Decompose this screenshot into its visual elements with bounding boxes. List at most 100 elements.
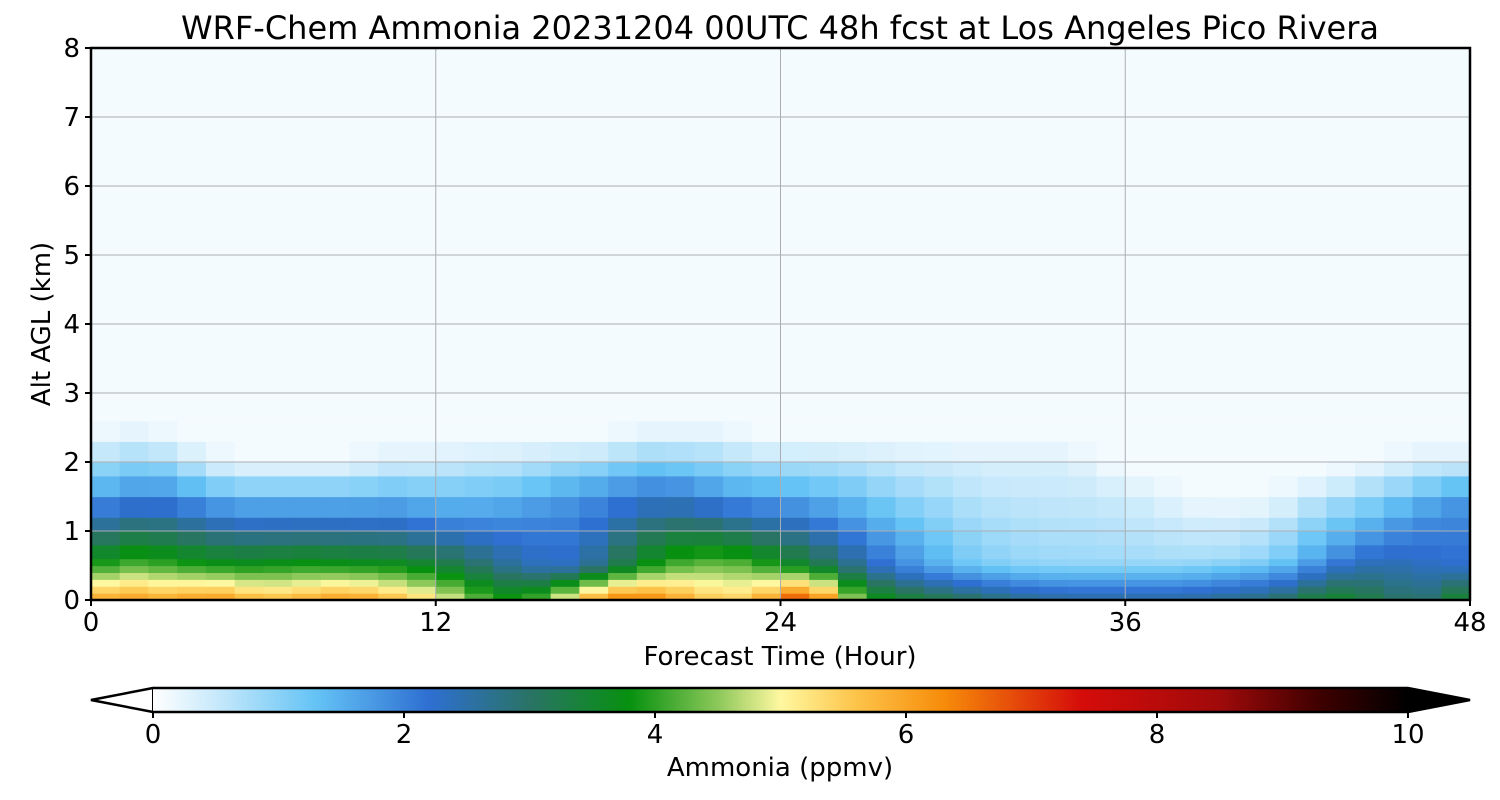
heatmap-cell — [1125, 496, 1155, 518]
heatmap-cell — [205, 572, 236, 580]
heatmap-cell — [895, 475, 925, 498]
heatmap-cell — [837, 558, 868, 567]
heatmap-cell — [837, 420, 868, 442]
heatmap-cell — [809, 462, 839, 477]
heatmap-cell — [837, 48, 868, 118]
heatmap-cell — [924, 565, 954, 573]
heatmap-cell — [1240, 462, 1270, 477]
heatmap-cell — [119, 565, 150, 573]
heatmap-cell — [981, 531, 1011, 546]
heatmap-cell — [1067, 565, 1098, 573]
x-axis-label: Forecast Time (Hour) — [643, 642, 916, 672]
heatmap-cell — [809, 558, 839, 567]
heatmap-cell — [809, 324, 839, 394]
heatmap-cell — [320, 572, 351, 580]
heatmap-cell — [1268, 393, 1299, 422]
heatmap-cell — [1125, 544, 1155, 560]
heatmap-cell — [320, 531, 351, 546]
heatmap-cell — [1039, 255, 1069, 325]
heatmap-cell — [866, 544, 897, 560]
heatmap-cell — [895, 496, 925, 518]
heatmap-cell — [981, 186, 1011, 256]
heatmap-cell — [1326, 475, 1356, 498]
heatmap-cell — [521, 186, 552, 256]
heatmap-cell — [1125, 579, 1155, 587]
heatmap-cell — [665, 565, 695, 573]
heatmap-cell — [1096, 579, 1126, 587]
heatmap-cell — [263, 544, 293, 560]
heatmap-cell — [119, 48, 150, 118]
heatmap-cell — [723, 186, 753, 256]
heatmap-cell — [1355, 462, 1385, 477]
y-tick-label: 7 — [63, 103, 80, 133]
heatmap-cell — [148, 544, 178, 560]
heatmap-cell — [1039, 441, 1069, 463]
heatmap-cell — [1326, 572, 1356, 580]
heatmap-cell — [636, 572, 667, 580]
heatmap-cell — [837, 565, 868, 573]
heatmap-cell — [866, 255, 897, 325]
heatmap-cell — [320, 475, 351, 498]
heatmap-cell — [349, 544, 379, 560]
heatmap-cell — [1297, 186, 1327, 256]
heatmap-cell — [1441, 186, 1471, 256]
heatmap-cell — [1067, 496, 1098, 518]
heatmap-cell — [952, 117, 983, 187]
heatmap-cell — [1441, 531, 1471, 546]
heatmap-cell — [952, 565, 983, 573]
colorbar-tick-label: 6 — [898, 720, 915, 750]
heatmap-cell — [1412, 517, 1442, 532]
heatmap-cell — [1153, 48, 1184, 118]
heatmap-cell — [924, 586, 954, 594]
heatmap-cell — [407, 593, 437, 601]
heatmap-cell — [1268, 324, 1299, 394]
x-tick-label: 12 — [419, 608, 452, 638]
heatmap-cell — [378, 565, 408, 573]
heatmap-cell — [550, 324, 580, 394]
heatmap-cell — [981, 544, 1011, 560]
heatmap-cell — [464, 393, 494, 422]
heatmap-cell — [723, 324, 753, 394]
heatmap-cell — [493, 593, 523, 601]
heatmap-cell — [723, 572, 753, 580]
heatmap-cell — [292, 544, 322, 560]
heatmap-cell — [292, 593, 322, 601]
heatmap-cell — [493, 565, 523, 573]
heatmap-cell — [1211, 462, 1241, 477]
heatmap-cell — [723, 255, 753, 325]
heatmap-cell — [981, 565, 1011, 573]
heatmap-cell — [579, 565, 609, 573]
heatmap-cell — [119, 420, 150, 442]
heatmap-cell — [895, 593, 925, 601]
heatmap-cell — [493, 572, 523, 580]
heatmap-cell — [1067, 572, 1098, 580]
colorbar-tick-label: 8 — [1149, 720, 1166, 750]
heatmap-cell — [780, 420, 810, 442]
heatmap-cell — [981, 324, 1011, 394]
heatmap-cell — [464, 255, 494, 325]
heatmap-cell — [407, 544, 437, 560]
heatmap-cell — [435, 255, 466, 325]
heatmap-cell — [91, 186, 121, 256]
heatmap-cell — [837, 462, 868, 477]
heatmap-cell — [177, 324, 207, 394]
heatmap-cell — [320, 48, 351, 118]
heatmap-cell — [177, 586, 207, 594]
heatmap-cell — [234, 324, 264, 394]
heatmap-cell — [550, 462, 580, 477]
heatmap-cell — [636, 586, 667, 594]
heatmap-cell — [119, 586, 150, 594]
heatmap-cell — [464, 462, 494, 477]
heatmap-cell — [866, 186, 897, 256]
heatmap-cell — [981, 496, 1011, 518]
heatmap-cell — [837, 117, 868, 187]
heatmap-cell — [809, 393, 839, 422]
heatmap-cell — [464, 420, 494, 442]
heatmap-cell — [177, 496, 207, 518]
heatmap-cell — [1412, 420, 1442, 442]
heatmap-cell — [809, 475, 839, 498]
y-tick-label: 0 — [63, 586, 80, 616]
heatmap-cell — [579, 517, 609, 532]
heatmap-cell — [1240, 48, 1270, 118]
heatmap-cell — [1182, 586, 1213, 594]
